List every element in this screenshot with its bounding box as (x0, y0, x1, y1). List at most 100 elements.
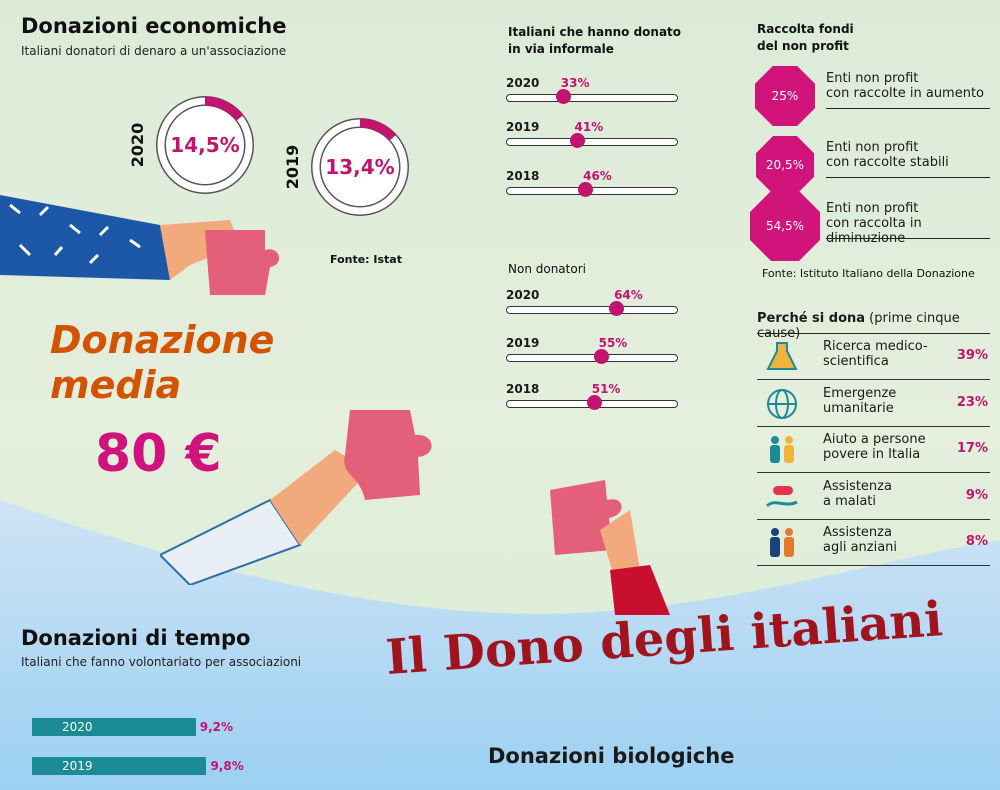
avg-donation-value: 80 € (95, 424, 222, 484)
economic-source: Fonte: Istat (330, 253, 402, 266)
nondonor-year-2019: 2019 (506, 336, 540, 350)
nondonor-year-2020: 2020 (506, 288, 540, 302)
cause-label-line1-3: Aiuto a persone (823, 432, 926, 447)
donut-year-2020: 2020 (130, 123, 147, 168)
time-value-2019: 9,8% (210, 759, 244, 773)
cause-label-3: Aiuto a persone povere in Italia (823, 432, 926, 462)
nonprofit-rule-3 (826, 238, 990, 239)
nondonor-value-2019: 55% (598, 336, 628, 350)
cause-value-1: 39% (956, 348, 988, 363)
informal-year-2020: 2020 (506, 76, 540, 90)
cause-label-line1-5: Assistenza (823, 525, 892, 540)
nonprofit-label-line1-1: Enti non profit (826, 71, 919, 86)
cause-label-line2-1: scientifica (823, 354, 889, 369)
causes-title: Perché si dona (prime cinque cause) (757, 311, 1000, 341)
flask-icon (766, 342, 798, 370)
time-bar-2019: 2019 (32, 757, 207, 775)
informal-value-2020: 33% (560, 76, 590, 90)
cause-label-line2-5: agli anziani (823, 540, 898, 555)
donut-value-2019: 13,4% (325, 155, 394, 179)
cause-value-2: 23% (956, 394, 988, 410)
cause-value-3: 17% (956, 441, 988, 456)
elderly-icon (770, 528, 794, 557)
nonprofit-label-line2-3: con raccolta in diminuzione (826, 216, 922, 246)
cause-row-2: Emergenze umanitarie 23% (757, 380, 990, 427)
pill-hand-icon (765, 485, 798, 507)
nonprofit-title-2: del non profit (757, 39, 849, 53)
nondonor-track-2020 (506, 306, 678, 314)
informal-value-2018: 46% (583, 169, 612, 183)
causes-divider (757, 333, 990, 334)
nonprofit-label-line1-2: Enti non profit (826, 140, 919, 155)
time-subtitle: Italiani che fanno volontariato per asso… (21, 655, 302, 669)
nondonor-dot-2018 (586, 395, 602, 410)
nondonor-dot-2019 (593, 349, 609, 364)
hand-puzzle-illustration-2 (160, 410, 432, 585)
informal-title-1: Italiani che hanno donato (508, 25, 682, 39)
avg-donation-label-1: Donazione (50, 318, 275, 362)
informal-title-2: in via informale (508, 42, 614, 56)
donut-arc-2019 (359, 118, 397, 141)
nondonor-dot-2020 (609, 301, 625, 316)
non-donors-title: Non donatori (508, 262, 586, 276)
nonprofit-label-2: Enti non profit con raccolte stabili (826, 140, 949, 170)
cause-row-3: Aiuto a persone povere in Italia 17% (757, 426, 990, 473)
cause-row-4: Assistenza a malati 9% (757, 473, 990, 520)
cause-label-5: Assistenza agli anziani (823, 525, 897, 555)
avg-donation-label-2: media (50, 363, 182, 407)
hand-puzzle-illustration-3 (550, 480, 670, 615)
cause-value-5: 8% (965, 534, 988, 549)
nonprofit-title-1: Raccolta fondi (757, 22, 854, 36)
cause-label-4: Assistenza a malati (823, 479, 892, 509)
economic-title: Donazioni economiche (21, 14, 287, 38)
nonprofit-label-line2-2: con raccolte stabili (826, 155, 949, 170)
cause-row-1: Ricerca medico-scientifica 39% (757, 333, 990, 380)
cause-label-2: Emergenze umanitarie (823, 386, 896, 416)
informal-year-2018: 2018 (506, 169, 540, 183)
nonprofit-octagon-1: 25% (754, 65, 816, 127)
nonprofit-label-1: Enti non profit con raccolte in aumento (826, 71, 984, 101)
informal-value-2019: 41% (574, 120, 604, 134)
nonprofit-rule-1 (826, 108, 990, 109)
nondonor-row-2020: 2020 64% (506, 288, 678, 320)
cause-label-line1-4: Assistenza (823, 478, 892, 494)
informal-track-2020 (506, 94, 678, 102)
donut-value-2020: 14,5% (170, 133, 239, 157)
causes-title-bold: Perché si dona (757, 311, 866, 326)
informal-track-2019 (506, 138, 678, 146)
nonprofit-rule-2 (826, 177, 990, 178)
nondonor-row-2018: 2018 51% (506, 382, 678, 414)
family-icon (770, 436, 794, 463)
cause-label-line2-2: umanitarie (823, 400, 894, 416)
cause-label-line2-3: povere in Italia (823, 447, 921, 462)
nondonor-track-2019 (506, 354, 678, 362)
informal-dot-2019 (569, 133, 585, 148)
donut-arc-2020 (204, 96, 244, 121)
nonprofit-octagon-2: 20,5% (755, 135, 815, 195)
nondonor-value-2020: 64% (614, 288, 643, 302)
informal-row-2019: 2019 41% (506, 120, 678, 152)
informal-dot-2018 (578, 182, 594, 197)
cause-label-line1-2: Emergenze (823, 385, 897, 401)
globe-icon (767, 388, 797, 419)
cause-label-line2-4: a malati (823, 493, 877, 509)
donut-charts: 14,5% 2020 13,4% 2019 (130, 96, 409, 216)
informal-row-2018: 2018 46% (506, 169, 678, 201)
bio-title: Donazioni biologiche (488, 744, 735, 768)
time-title: Donazioni di tempo (21, 626, 251, 650)
cause-value-4: 9% (965, 487, 988, 503)
cause-label-1: Ricerca medico-scientifica (823, 339, 928, 369)
time-bar-2020: 2020 (32, 718, 196, 736)
informal-dot-2020 (555, 89, 571, 104)
nonprofit-source: Fonte: Istituto Italiano della Donazione (762, 267, 975, 280)
nonprofit-label-3: Enti non profit con raccolta in diminuzio… (826, 201, 1000, 246)
donut-year-2019: 2019 (283, 145, 302, 190)
nonprofit-label-line1-3: Enti non profit (826, 201, 919, 216)
time-value-2020: 9,2% (199, 720, 234, 734)
nonprofit-octagon-3: 54,5% (750, 191, 820, 261)
nondonor-year-2018: 2018 (506, 382, 540, 396)
economic-subtitle: Italiani donatori di denaro a un'associa… (21, 44, 287, 58)
informal-row-2020: 2020 33% (506, 76, 678, 108)
nondonor-row-2019: 2019 55% (506, 336, 678, 368)
